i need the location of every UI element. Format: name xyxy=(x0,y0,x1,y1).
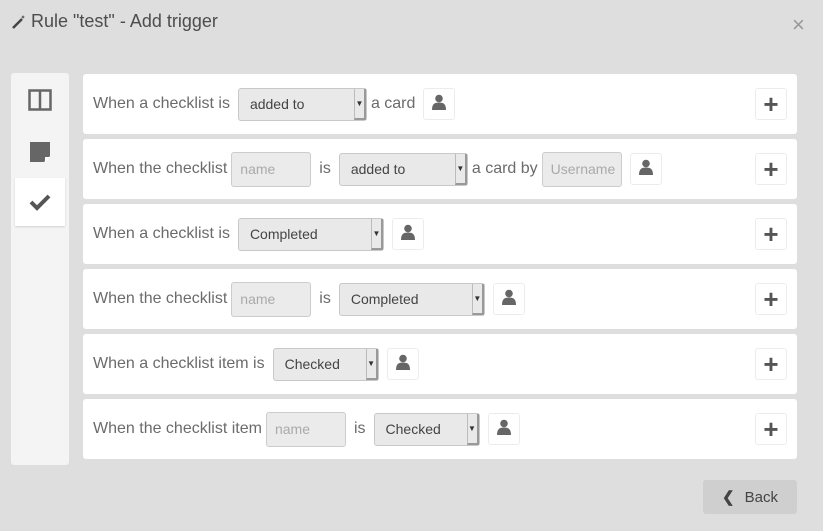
user-icon xyxy=(638,159,653,180)
trigger-text-suffix: a card xyxy=(370,95,416,112)
close-button[interactable]: × xyxy=(792,12,805,37)
user-icon xyxy=(400,224,415,245)
is-text: is xyxy=(319,160,331,177)
plus-icon: + xyxy=(763,88,779,119)
select-value: Checked xyxy=(284,356,340,372)
dropdown-arrow-icon: ▼ xyxy=(454,153,467,185)
sidebar-item-board[interactable] xyxy=(15,76,65,124)
checklist-name-input[interactable]: name xyxy=(231,151,312,187)
plus-icon: + xyxy=(763,218,779,249)
action-select[interactable]: added to ▼ xyxy=(237,87,367,121)
sidebar-item-card[interactable] xyxy=(15,128,65,176)
dropdown-arrow-icon: ▼ xyxy=(353,88,366,120)
sidebar-item-checklist[interactable] xyxy=(15,178,65,226)
add-trigger-button[interactable]: + xyxy=(755,348,787,380)
is-text: is xyxy=(353,420,366,437)
plus-icon: + xyxy=(763,283,779,314)
plus-icon: + xyxy=(763,348,779,379)
trigger-text: When a checklist is xyxy=(93,95,230,112)
user-icon xyxy=(501,289,516,310)
trigger-row: When a checklist is Completed ▼ + xyxy=(83,204,797,264)
user-filter-button[interactable] xyxy=(492,283,525,315)
trigger-text: When a checklist item is xyxy=(93,355,265,372)
dialog-title: Rule "test" - Add trigger xyxy=(11,11,218,32)
add-trigger-button[interactable]: + xyxy=(755,153,787,185)
action-select[interactable]: Checked ▼ xyxy=(373,412,480,446)
select-value: Completed xyxy=(249,226,318,242)
dropdown-arrow-icon: ▼ xyxy=(370,218,383,250)
back-button[interactable]: ❮ Back xyxy=(703,480,797,514)
columns-icon xyxy=(28,89,52,111)
is-text: is xyxy=(319,290,331,307)
trigger-category-sidebar xyxy=(11,73,69,465)
trigger-text: When a checklist is xyxy=(93,225,230,242)
user-filter-button[interactable] xyxy=(391,218,424,250)
plus-icon: + xyxy=(763,153,779,184)
trigger-row: When the checklist name is Completed ▼ + xyxy=(83,269,797,329)
trigger-row: When the checklist item name is Checked ▼ + xyxy=(83,399,797,459)
trigger-text-suffix: a card by xyxy=(471,160,538,177)
card-icon xyxy=(30,142,50,162)
dropdown-arrow-icon: ▼ xyxy=(365,348,378,380)
checklist-name-input[interactable]: name xyxy=(265,411,346,447)
checkmark-icon xyxy=(29,194,51,211)
trigger-row: When a checklist item is Checked ▼ + xyxy=(83,334,797,394)
back-label: Back xyxy=(744,488,778,506)
magic-wand-icon xyxy=(12,14,25,29)
title-text: Rule "test" - Add trigger xyxy=(31,11,218,31)
trigger-text: When the checklist xyxy=(93,160,228,177)
action-select[interactable]: Completed ▼ xyxy=(338,282,485,316)
add-trigger-button[interactable]: + xyxy=(755,283,787,315)
trigger-text: When the checklist item xyxy=(93,420,262,437)
add-trigger-button[interactable]: + xyxy=(755,218,787,250)
trigger-row: When the checklist name is added to ▼ a card … xyxy=(83,139,797,199)
user-filter-button[interactable] xyxy=(386,348,419,380)
user-icon xyxy=(395,354,410,375)
action-select[interactable]: Completed ▼ xyxy=(237,217,384,251)
trigger-text: When the checklist xyxy=(93,290,228,307)
user-icon xyxy=(432,94,447,115)
dropdown-arrow-icon: ▼ xyxy=(466,413,479,445)
select-value: Checked xyxy=(385,421,441,437)
user-filter-button[interactable] xyxy=(629,153,662,185)
plus-icon: + xyxy=(763,413,779,444)
user-filter-button[interactable] xyxy=(487,413,520,445)
select-value: Completed xyxy=(350,291,419,307)
chevron-left-icon: ❮ xyxy=(722,489,735,506)
user-icon xyxy=(496,419,511,440)
username-input[interactable]: Username xyxy=(541,151,622,187)
action-select[interactable]: Checked ▼ xyxy=(272,347,379,381)
trigger-row: When a checklist is added to ▼ a card + xyxy=(83,74,797,134)
add-trigger-button[interactable]: + xyxy=(755,413,787,445)
user-filter-button[interactable] xyxy=(423,88,456,120)
select-value: added to xyxy=(350,161,406,177)
checklist-name-input[interactable]: name xyxy=(231,281,312,317)
action-select[interactable]: added to ▼ xyxy=(338,152,468,186)
add-trigger-button[interactable]: + xyxy=(755,88,787,120)
select-value: added to xyxy=(249,96,305,112)
dropdown-arrow-icon: ▼ xyxy=(471,283,484,315)
